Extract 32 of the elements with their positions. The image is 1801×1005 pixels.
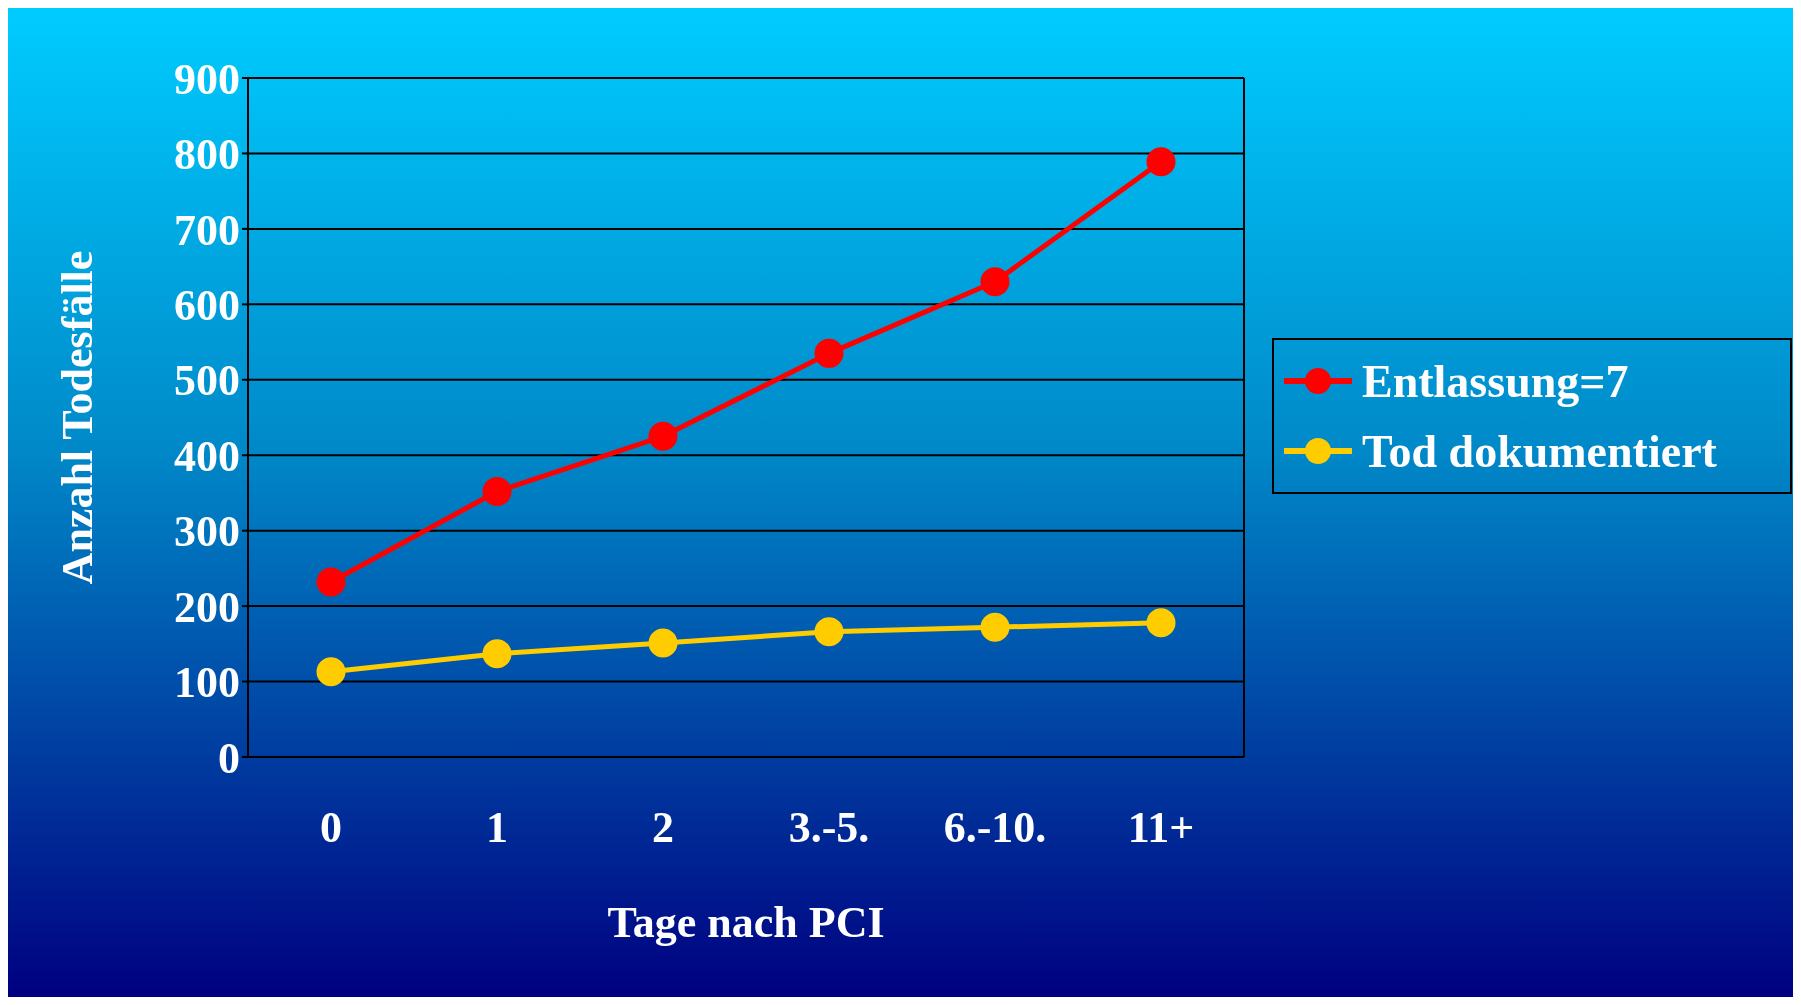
legend-label: Tod dokumentiert	[1362, 424, 1717, 478]
y-tick-label: 700	[174, 205, 240, 255]
point	[482, 476, 512, 506]
point	[814, 617, 844, 647]
x-tick-label: 6.-10.	[943, 803, 1047, 853]
point	[482, 639, 512, 669]
y-tick-label: 400	[174, 431, 240, 481]
y-axis-title: Anzahl Todesfälle	[52, 250, 102, 585]
y-tick-label: 500	[174, 356, 240, 406]
y-tick-label: 800	[174, 130, 240, 180]
y-tick-label: 300	[174, 507, 240, 557]
point	[648, 628, 678, 658]
point	[1146, 147, 1176, 177]
point	[316, 657, 346, 687]
x-tick-label: 0	[320, 803, 342, 853]
point	[980, 267, 1010, 297]
y-tick-label: 200	[174, 582, 240, 632]
x-tick-label: 11+	[1127, 803, 1195, 853]
point	[316, 567, 346, 597]
point	[648, 421, 678, 451]
legend-label: Entlassung=7	[1362, 354, 1629, 408]
x-tick-label: 2	[652, 803, 674, 853]
x-axis-title: Tage nach PCI	[607, 898, 885, 947]
y-tick-label: 100	[174, 658, 240, 708]
x-tick-label: 1	[486, 803, 508, 853]
point	[814, 338, 844, 368]
point	[980, 612, 1010, 642]
y-tick-label: 900	[174, 54, 240, 104]
x-tick-label: 3.-5.	[788, 803, 870, 853]
y-tick-label: 0	[218, 733, 240, 783]
y-tick-label: 600	[174, 280, 240, 330]
point	[1146, 608, 1176, 638]
